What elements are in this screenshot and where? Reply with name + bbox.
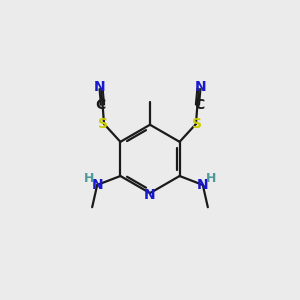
Text: N: N — [94, 80, 105, 94]
Text: N: N — [144, 188, 156, 202]
Text: N: N — [197, 178, 208, 192]
Text: S: S — [192, 117, 203, 131]
Text: C: C — [195, 98, 205, 112]
Text: C: C — [95, 98, 105, 112]
Text: S: S — [98, 117, 108, 131]
Text: H: H — [206, 172, 216, 185]
Text: N: N — [92, 178, 103, 192]
Text: H: H — [84, 172, 94, 185]
Text: N: N — [195, 80, 206, 94]
